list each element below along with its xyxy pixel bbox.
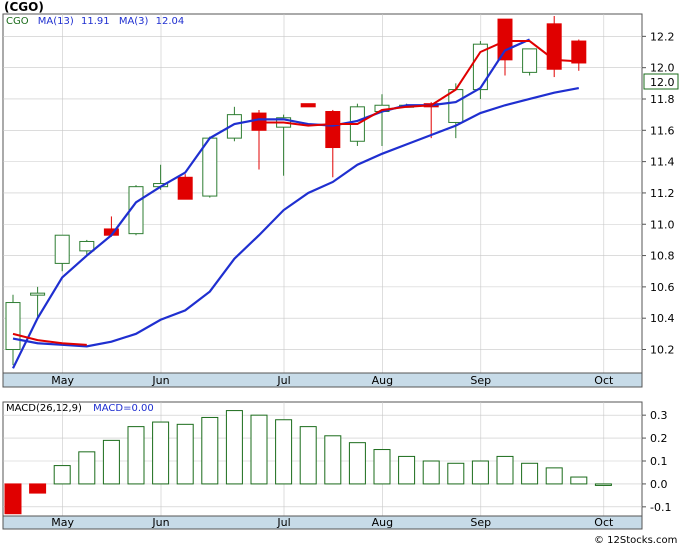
price-y-tick-label: 12.2 (650, 30, 675, 43)
macd-bar (127, 426, 145, 485)
macd-x-tick-label: Oct (594, 516, 614, 529)
watermark: © 12Stocks.com (594, 535, 677, 546)
macd-bar (152, 421, 170, 485)
macd-x-axis: May Jun Jul Aug Sep Oct (51, 516, 614, 529)
price-x-tick-label: Sep (470, 374, 491, 387)
ma3-line-early (12, 332, 87, 346)
legend-ma13-label: MA(13) (38, 16, 74, 27)
macd-x-axis-band (2, 515, 643, 530)
macd-bar (29, 483, 47, 494)
macd-bar (373, 449, 391, 485)
price-y-tick-label: 10.8 (650, 250, 675, 263)
macd-bar (348, 442, 366, 485)
macd-panel-frame (2, 401, 643, 530)
price-x-axis: May Jun Jul Aug Sep Oct (51, 374, 614, 387)
legend-ma13-value: 11.91 (81, 16, 110, 27)
price-y-axis: 10.2 10.4 10.6 10.8 11.0 11.2 11.4 11.6 11.8 12.0… (642, 30, 675, 357)
macd-x-tick-label: Sep (470, 516, 491, 529)
price-x-tick-label: Oct (594, 374, 614, 387)
macd-bar (102, 439, 120, 485)
macd-bar (275, 419, 293, 485)
macd-bar (521, 462, 539, 485)
macd-bar (4, 483, 22, 515)
candle-body (522, 48, 538, 73)
candle-body (448, 89, 464, 123)
moving-averages (12, 38, 580, 369)
price-y-tick-label: 11.4 (650, 156, 675, 169)
price-x-tick-label: May (51, 374, 74, 387)
ma3-line-late (259, 40, 579, 127)
candle-body (5, 302, 21, 351)
macd-bar (225, 410, 243, 485)
price-x-tick-label: Aug (372, 374, 393, 387)
candle-body (546, 23, 562, 70)
macd-x-tick-label: Jun (151, 516, 169, 529)
macd-y-tick-label: 0.0 (650, 478, 668, 491)
price-y-tick-label: 12.0 (650, 62, 675, 75)
last-price-marker: 12.0 (643, 73, 679, 90)
price-y-tick-label: 11.6 (650, 124, 675, 137)
macd-bar (250, 414, 268, 485)
macd-bars (4, 410, 612, 515)
price-y-tick-label: 11.0 (650, 218, 675, 231)
candle-body (54, 234, 70, 264)
macd-legend-value: MACD=0.00 (93, 403, 154, 414)
macd-bar (447, 462, 465, 485)
candle-body (325, 111, 341, 149)
macd-y-tick-label: 0.3 (650, 409, 668, 422)
macd-bar (422, 460, 440, 485)
macd-y-axis: -0.1 0.0 0.1 0.2 0.3 (642, 409, 671, 514)
macd-x-tick-label: May (51, 516, 74, 529)
macd-bar (324, 435, 342, 485)
price-y-tick-label: 11.8 (650, 93, 675, 106)
macd-bar (176, 423, 194, 485)
price-gridlines (3, 14, 642, 373)
macd-bar (570, 476, 588, 485)
macd-y-tick-label: 0.2 (650, 432, 668, 445)
candle-body (226, 114, 242, 139)
price-x-tick-label: Jun (151, 374, 169, 387)
legend-ma3-label: MA(3) (119, 16, 149, 27)
svg-text:MACD(26,12,9) MACD=0.00: MACD(26,12,9) MACD=0.00 (6, 403, 154, 414)
macd-bar (471, 460, 489, 485)
macd-y-tick-label: 0.1 (650, 455, 668, 468)
macd-bar (594, 483, 612, 486)
price-x-tick-label: Jul (276, 374, 290, 387)
macd-bar (201, 416, 219, 485)
svg-text:CGO MA(13) 11.91 M: CGO MA(13) 11.91 MA(3) 12.04 (6, 16, 184, 27)
candle-body (30, 292, 46, 296)
candle-body (497, 18, 513, 61)
ma13-line (12, 86, 580, 348)
candle-body (177, 176, 193, 200)
price-y-tick-label: 10.2 (650, 344, 675, 357)
chart-title: (CGO) (4, 0, 44, 14)
candle-body (79, 240, 95, 252)
candle-body (571, 40, 587, 64)
macd-x-tick-label: Jul (276, 516, 290, 529)
candle-body (300, 103, 316, 108)
macd-bar (53, 465, 71, 485)
macd-y-tick-label: -0.1 (650, 501, 671, 514)
macd-bar (78, 451, 96, 485)
price-x-axis-band (2, 372, 643, 388)
macd-bar (496, 455, 514, 485)
last-price-label: 12.0 (650, 76, 675, 89)
price-y-tick-label: 10.4 (650, 312, 675, 325)
ma-short-line (12, 38, 531, 369)
macd-bar (299, 426, 317, 485)
legend-ma3-value: 12.04 (156, 16, 185, 27)
price-panel-frame (2, 13, 643, 388)
macd-bar (545, 467, 563, 485)
price-y-tick-label: 11.2 (650, 187, 675, 200)
macd-bar (398, 455, 416, 485)
price-y-tick-label: 10.6 (650, 281, 675, 294)
legend-symbol: CGO (6, 16, 29, 27)
macd-legend-label: MACD(26,12,9) (6, 403, 82, 414)
macd-x-tick-label: Aug (372, 516, 393, 529)
